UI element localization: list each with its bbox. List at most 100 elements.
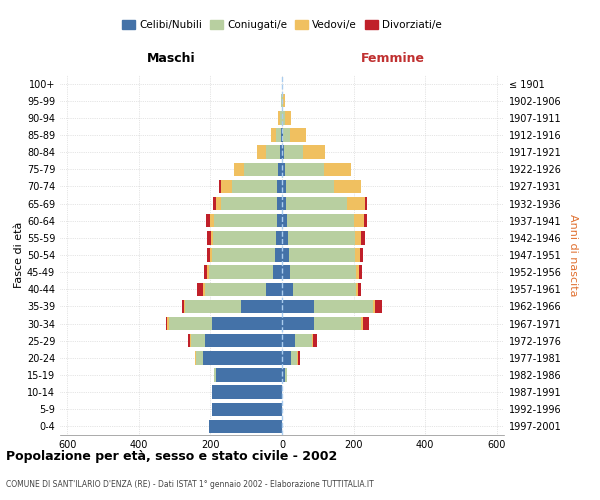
Bar — [298, 351, 300, 364]
Bar — [361, 317, 362, 330]
Bar — [283, 94, 284, 108]
Bar — [216, 368, 282, 382]
Bar — [182, 300, 184, 313]
Bar — [282, 300, 314, 313]
Bar — [285, 111, 292, 124]
Bar — [290, 128, 306, 141]
Bar — [291, 351, 298, 364]
Bar — [220, 180, 221, 193]
Bar — [355, 248, 360, 262]
Bar — [185, 300, 241, 313]
Bar — [353, 214, 364, 228]
Bar — [169, 317, 212, 330]
Bar — [286, 197, 347, 210]
Bar — [275, 231, 282, 244]
Bar — [232, 180, 277, 193]
Bar — [206, 214, 211, 228]
Bar — [221, 180, 232, 193]
Bar — [184, 300, 185, 313]
Bar — [289, 231, 355, 244]
Bar — [212, 248, 275, 262]
Bar — [282, 180, 286, 193]
Bar — [221, 197, 277, 210]
Text: Popolazione per età, sesso e stato civile - 2002: Popolazione per età, sesso e stato civil… — [6, 450, 337, 463]
Bar — [211, 231, 213, 244]
Bar — [191, 334, 205, 347]
Bar — [257, 146, 266, 159]
Bar — [282, 368, 285, 382]
Bar — [285, 162, 324, 176]
Bar — [359, 266, 362, 279]
Bar — [213, 197, 216, 210]
Bar — [282, 231, 289, 244]
Bar — [282, 282, 293, 296]
Bar — [205, 334, 282, 347]
Bar — [190, 334, 191, 347]
Bar — [277, 214, 282, 228]
Bar — [281, 128, 282, 141]
Bar — [282, 128, 283, 141]
Bar — [373, 300, 375, 313]
Bar — [284, 146, 304, 159]
Bar — [282, 94, 283, 108]
Bar — [282, 351, 291, 364]
Bar — [244, 162, 278, 176]
Bar — [282, 214, 287, 228]
Bar — [282, 248, 289, 262]
Bar — [233, 162, 244, 176]
Bar — [211, 214, 214, 228]
Bar — [194, 351, 196, 364]
Bar — [207, 248, 211, 262]
Bar — [314, 300, 373, 313]
Bar — [356, 266, 359, 279]
Bar — [207, 231, 211, 244]
Text: Femmine: Femmine — [361, 52, 425, 64]
Bar — [280, 146, 282, 159]
Bar — [334, 180, 361, 193]
Bar — [295, 334, 313, 347]
Bar — [282, 111, 285, 124]
Text: COMUNE DI SANT'ILARIO D'ENZA (RE) - Dati ISTAT 1° gennaio 2002 - Elaborazione TU: COMUNE DI SANT'ILARIO D'ENZA (RE) - Dati… — [6, 480, 374, 489]
Bar — [356, 282, 358, 296]
Bar — [358, 282, 361, 296]
Bar — [282, 197, 286, 210]
Bar — [188, 334, 190, 347]
Bar — [203, 351, 282, 364]
Bar — [347, 197, 365, 210]
Bar — [365, 197, 367, 210]
Bar — [273, 266, 282, 279]
Bar — [360, 248, 362, 262]
Y-axis label: Anni di nascita: Anni di nascita — [568, 214, 578, 296]
Bar — [266, 146, 280, 159]
Bar — [214, 368, 216, 382]
Bar — [276, 128, 281, 141]
Bar — [362, 317, 369, 330]
Bar — [166, 317, 167, 330]
Bar — [278, 111, 280, 124]
Bar — [214, 214, 277, 228]
Bar — [355, 231, 361, 244]
Bar — [324, 162, 351, 176]
Bar — [275, 248, 282, 262]
Bar — [289, 248, 355, 262]
Bar — [361, 231, 365, 244]
Y-axis label: Fasce di età: Fasce di età — [14, 222, 24, 288]
Bar — [209, 420, 282, 433]
Bar — [204, 266, 207, 279]
Bar — [313, 334, 317, 347]
Bar — [286, 180, 334, 193]
Bar — [304, 146, 325, 159]
Bar — [375, 300, 382, 313]
Bar — [364, 214, 367, 228]
Bar — [277, 197, 282, 210]
Bar — [212, 386, 282, 399]
Bar — [282, 266, 290, 279]
Bar — [282, 146, 284, 159]
Bar — [211, 248, 212, 262]
Text: Maschi: Maschi — [146, 52, 196, 64]
Bar — [283, 128, 290, 141]
Bar — [314, 317, 361, 330]
Bar — [212, 317, 282, 330]
Bar — [167, 317, 169, 330]
Bar — [281, 94, 282, 108]
